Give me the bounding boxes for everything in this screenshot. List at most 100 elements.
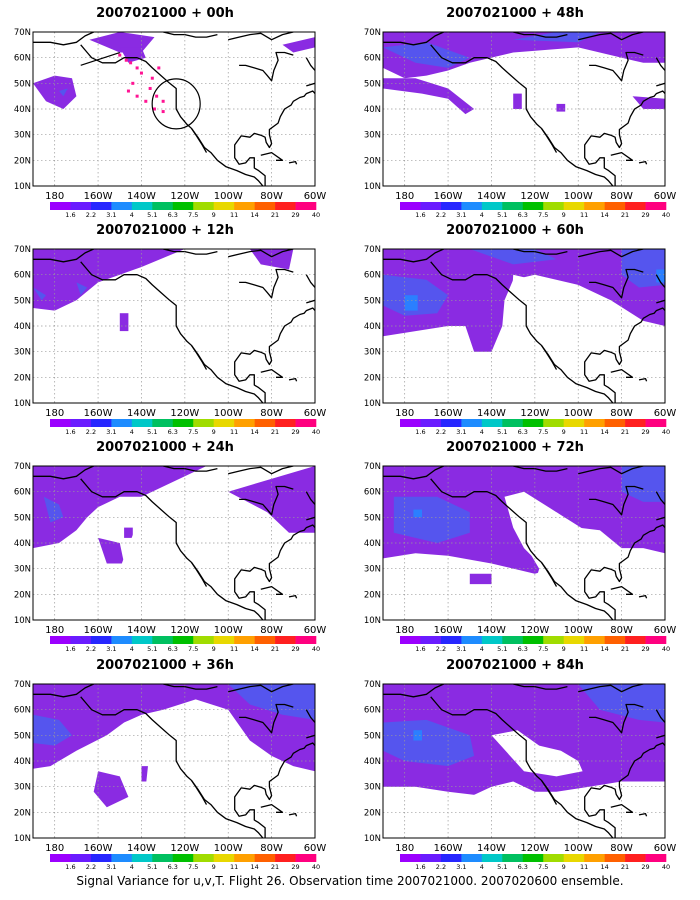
variance-contour: [33, 466, 207, 549]
flight-circle: [151, 78, 201, 130]
coastline: [288, 594, 298, 599]
variance-field: [33, 249, 315, 403]
coastline: [184, 467, 218, 472]
colorbar-swatch: [275, 419, 296, 427]
variance-field: [383, 466, 665, 620]
colorbar-swatch: [275, 202, 296, 210]
colorbar-label: 2.2: [436, 863, 446, 871]
y-tick-label: 70N: [14, 462, 31, 472]
x-tick-label: 140W: [477, 843, 506, 854]
panel-title: 2007021000 + 00h: [96, 6, 234, 21]
map-svg: 10N 20N 30N 40N 50N 60N 70N 180 160W 140W 120W 100W…: [14, 245, 327, 436]
colorbar-label: 4: [130, 428, 134, 436]
map-panel: 2007021000 + 36h 10N 20N 30N 40N 50N 60N 70N 180…: [0, 658, 330, 871]
y-tick-label: 20N: [364, 590, 381, 600]
y-tick-label: 30N: [364, 131, 381, 141]
variance-contour: [513, 93, 522, 109]
y-tick-label: 70N: [14, 28, 31, 38]
variance-contour: [556, 103, 566, 112]
colorbar-swatch: [502, 419, 524, 427]
x-tick-label: 100W: [564, 191, 593, 202]
colorbar-swatch: [70, 202, 92, 210]
y-tick-label: 10N: [364, 834, 381, 844]
variance-field: [383, 684, 665, 838]
coastline: [584, 524, 665, 620]
colorbar-label: 4: [130, 645, 134, 653]
map-frame: [382, 683, 666, 839]
colorbar-swatch: [213, 636, 235, 644]
x-tick-label: 180: [45, 191, 64, 202]
colorbar-label: 21: [621, 428, 629, 436]
colorbar-label: 21: [271, 211, 279, 219]
coastline: [33, 684, 94, 698]
coastline: [578, 249, 644, 258]
y-tick-label: 50N: [14, 513, 31, 523]
map-frame: [32, 465, 316, 621]
colorbar-label: 1.6: [415, 211, 425, 219]
y-tick-label: 70N: [364, 28, 381, 38]
colorbar-label: 40: [662, 863, 670, 871]
variance-contour: [383, 249, 665, 352]
colorbar-label: 5.1: [147, 863, 157, 871]
map-svg: 10N 20N 30N 40N 50N 60N 70N 180 160W 140W 120W 100W…: [14, 462, 327, 653]
colorbar-swatch: [295, 419, 317, 427]
coastline: [33, 32, 94, 46]
observation-point: [135, 66, 139, 70]
x-tick-label: 120W: [170, 843, 199, 854]
x-tick-label: 140W: [477, 191, 506, 202]
colorbar-swatch: [604, 636, 626, 644]
colorbar-label: 11: [580, 863, 588, 871]
colorbar-swatch: [234, 202, 255, 210]
observation-point: [157, 66, 161, 70]
y-tick-label: 30N: [364, 565, 381, 575]
coastline: [589, 485, 644, 516]
colorbar-swatch: [440, 636, 462, 644]
colorbar-swatch: [522, 854, 544, 862]
y-tick-label: 50N: [364, 513, 381, 523]
coastline: [540, 779, 558, 805]
colorbar-label: 1.6: [65, 428, 75, 436]
coastline: [228, 684, 294, 693]
colorbar-label: 21: [271, 645, 279, 653]
colorbar-swatch: [461, 636, 483, 644]
x-tick-label: 100W: [564, 625, 593, 636]
y-tick-label: 10N: [14, 616, 31, 626]
y-tick-label: 60N: [14, 271, 31, 281]
colorbar-swatch: [254, 419, 276, 427]
colorbar-label: 29: [641, 211, 649, 219]
colorbar-label: 29: [641, 645, 649, 653]
coastline: [305, 57, 315, 87]
low-variance-area: [491, 730, 583, 777]
colorbar-swatch: [213, 854, 235, 862]
colorbar-label: 11: [580, 428, 588, 436]
colorbar-label: 40: [662, 428, 670, 436]
variance-contour: [93, 771, 129, 808]
x-tick-label: 100W: [214, 843, 243, 854]
coastline: [228, 249, 294, 258]
variance-field: [383, 32, 665, 186]
colorbar-label: 2.2: [86, 863, 96, 871]
colorbar-swatch: [420, 854, 442, 862]
colorbar-swatch: [254, 202, 276, 210]
colorbar-swatch: [400, 202, 421, 210]
colorbar-label: 6.3: [168, 645, 178, 653]
coastline: [655, 57, 665, 87]
colorbar-swatch: [461, 202, 483, 210]
variance-contour: [89, 32, 155, 53]
map-svg: 10N 20N 30N 40N 50N 60N 70N 180 160W 140W 120W 100W…: [14, 680, 327, 871]
coastline: [638, 594, 648, 599]
map-svg: 10N 20N 30N 40N 50N 60N 70N 180 160W 140W 120W 100W…: [14, 28, 327, 219]
variance-contour: [33, 684, 315, 772]
colorbar-label: 11: [230, 428, 238, 436]
map-panel: 2007021000 + 00h 10N 20N 30N 40N 50N 60N 70N 180…: [0, 6, 330, 219]
y-tick-label: 60N: [364, 706, 381, 716]
colorbar-swatch: [584, 419, 605, 427]
x-tick-label: 60W: [654, 191, 677, 202]
map-panel: 2007021000 + 60h 10N 20N 30N 40N 50N 60N 70N 180…: [350, 223, 680, 436]
colorbar-label: 9: [562, 863, 566, 871]
map-svg: 10N 20N 30N 40N 50N 60N 70N 180 160W 140W 120W 100W…: [364, 462, 677, 653]
colorbar-swatch: [193, 854, 214, 862]
coastline: [163, 32, 185, 36]
variance-contour: [621, 466, 665, 502]
colorbar-label: 3.1: [106, 211, 116, 219]
